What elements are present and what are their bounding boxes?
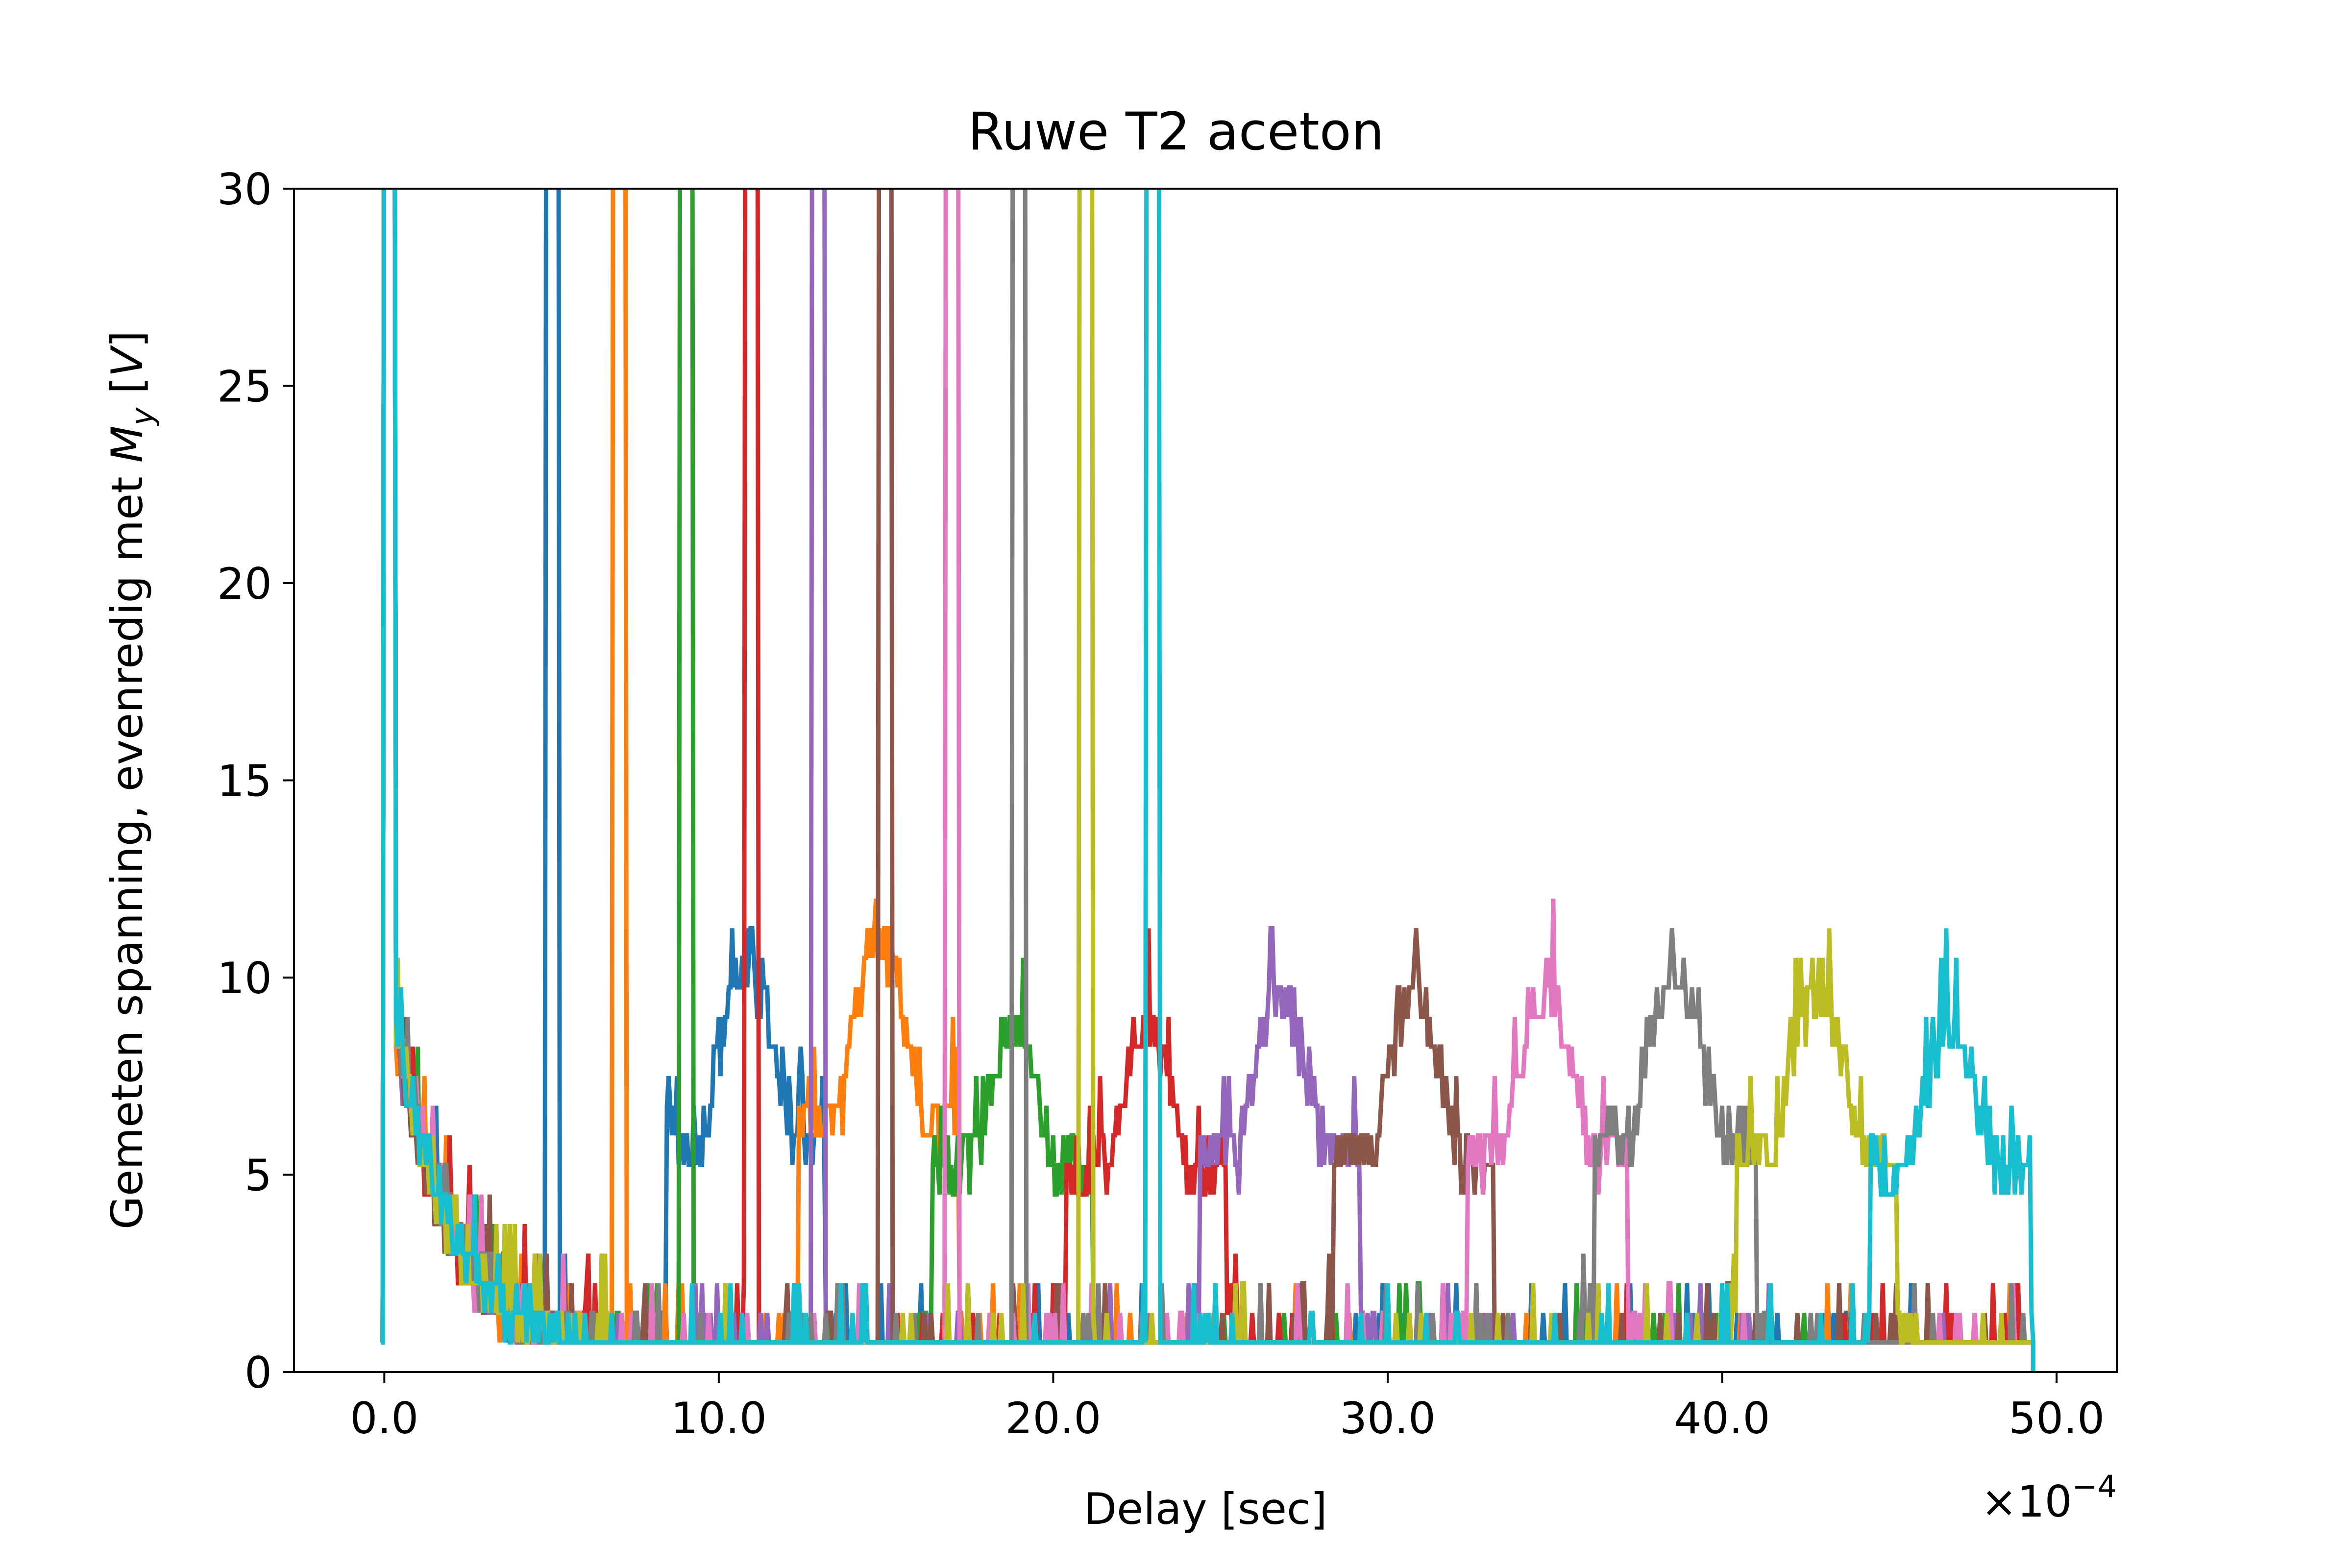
y-label-symbol: M	[102, 425, 152, 463]
x-offset-base: ×10	[1981, 1476, 2072, 1527]
y-tick-label: 20	[217, 559, 272, 609]
y-tick-label: 5	[245, 1151, 272, 1201]
x-tick-label: 0.0	[350, 1393, 418, 1444]
x-axis: 0.0 10.0 20.0 30.0 40.0 50.0	[350, 1372, 2105, 1444]
y-tick-label: 25	[217, 362, 272, 412]
series-layer	[380, 189, 2035, 1372]
x-tick-label: 20.0	[1005, 1393, 1101, 1444]
y-label-unit: V	[102, 344, 152, 377]
y-label-subscript: y	[124, 407, 160, 426]
y-tick-label: 30	[217, 164, 272, 215]
chart-title: Ruwe T2 aceton	[968, 101, 1384, 162]
x-axis-label: Delay [sec]	[1083, 1484, 1327, 1534]
x-tick-label: 10.0	[671, 1393, 767, 1444]
x-offset-exponent: −4	[2072, 1469, 2117, 1504]
series-line-10	[380, 189, 2035, 1372]
y-label-prefix: Gemeten spanning, evenredig met	[102, 463, 152, 1229]
x-offset-label: ×10−4	[1981, 1469, 2117, 1527]
y-tick-label: 10	[217, 953, 272, 1004]
y-label-suffix-open: [	[102, 377, 152, 407]
y-tick-label: 15	[217, 756, 272, 807]
x-tick-label: 40.0	[1674, 1393, 1770, 1444]
y-axis-label: Gemeten spanning, evenredig met My [V]	[102, 331, 160, 1229]
y-tick-label: 0	[245, 1348, 272, 1398]
y-axis: 0 5 10 15 20 25 30	[217, 164, 294, 1398]
x-tick-label: 30.0	[1340, 1393, 1436, 1444]
x-tick-label: 50.0	[2009, 1393, 2105, 1444]
y-label-suffix-close: ]	[102, 331, 152, 347]
